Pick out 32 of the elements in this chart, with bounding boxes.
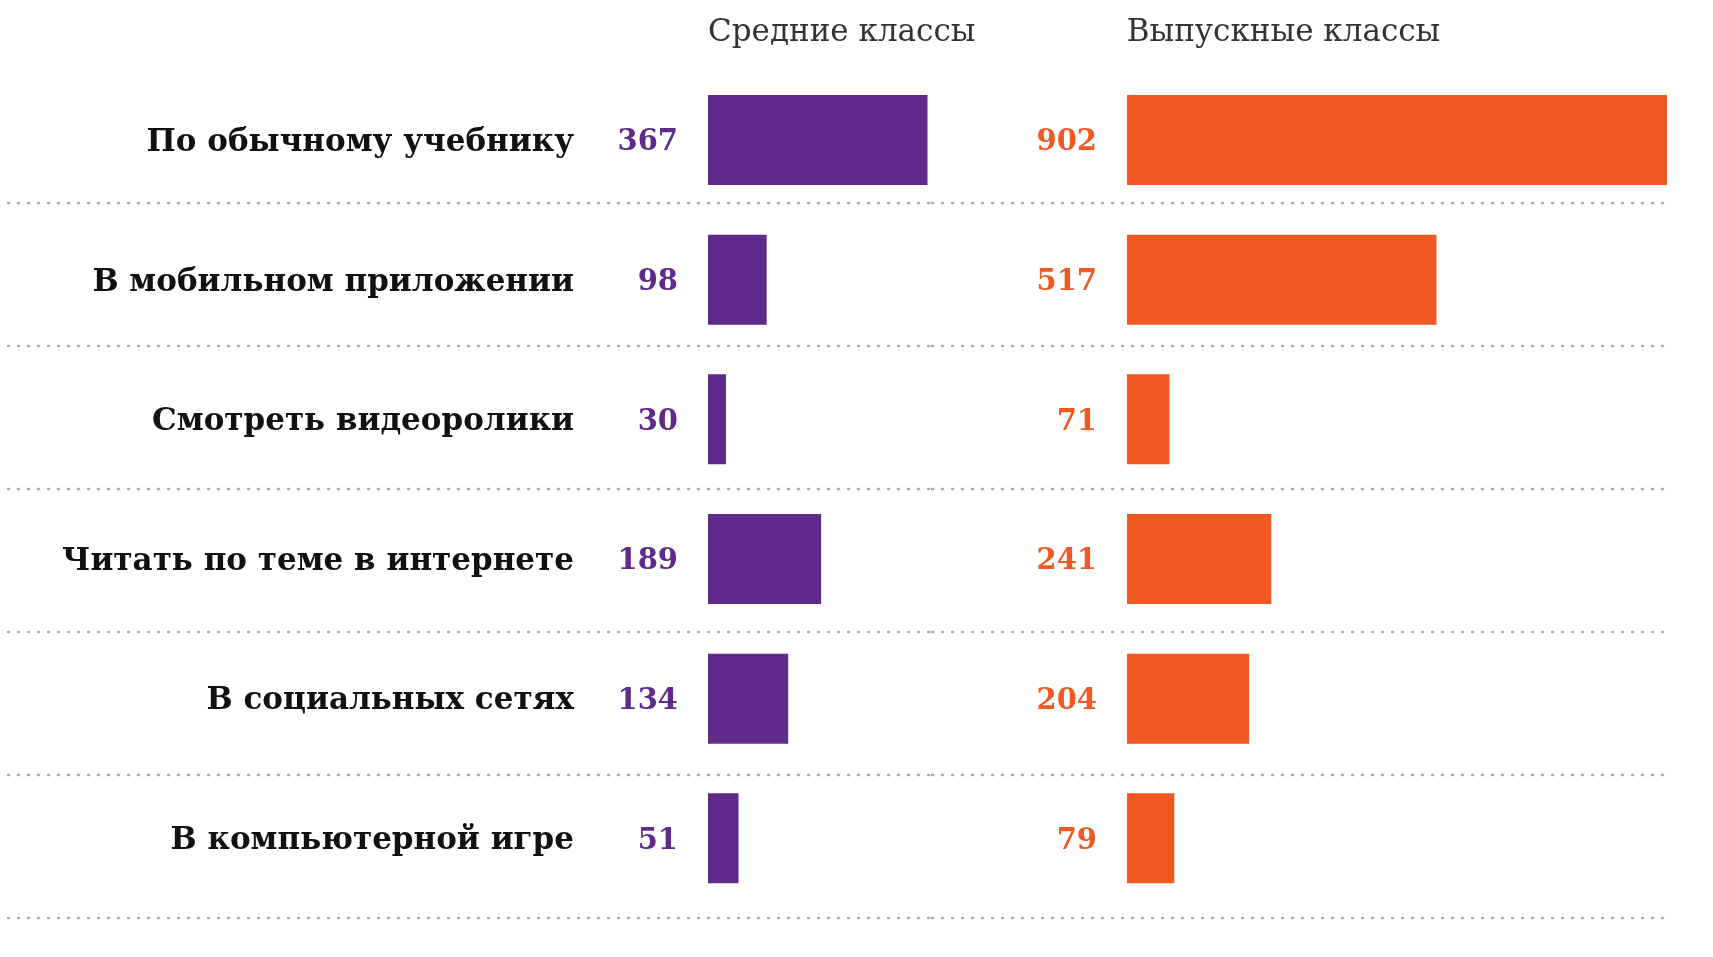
y-tick-label: В социальных сетях [206, 680, 575, 717]
bar [1126, 653, 1249, 744]
bar [707, 793, 739, 884]
y-tick-label: По обычному учебнику [146, 121, 575, 158]
chart-title: Средние классы [707, 11, 976, 50]
bar [707, 95, 928, 185]
bar [707, 374, 726, 465]
y-tick-label: Смотреть видеоролики [152, 401, 574, 438]
bar [1126, 514, 1271, 604]
data-label: 51 [637, 821, 678, 856]
data-label: 204 [1036, 681, 1097, 716]
data-label: 79 [1056, 821, 1097, 856]
bar [707, 653, 789, 744]
data-label: 241 [1036, 542, 1097, 577]
bar [1126, 95, 1667, 185]
bar [707, 234, 767, 325]
y-tick-label: Читать по теме в интернете [62, 540, 574, 577]
data-label: 189 [617, 542, 678, 577]
data-label: 902 [1036, 123, 1097, 158]
data-label: 134 [617, 681, 678, 716]
bar [1126, 374, 1170, 465]
chart-title: Выпускные классы [1126, 12, 1441, 48]
data-label: 30 [637, 402, 678, 437]
bar [707, 514, 822, 604]
bar [1126, 793, 1174, 884]
bar [1126, 234, 1437, 325]
data-label: 98 [637, 262, 678, 297]
data-label: 71 [1056, 402, 1097, 437]
y-tick-label: В компьютерной игре [170, 820, 574, 857]
data-label: 367 [617, 123, 678, 158]
y-tick-label: В мобильном приложении [92, 261, 574, 298]
data-label: 517 [1036, 262, 1097, 297]
